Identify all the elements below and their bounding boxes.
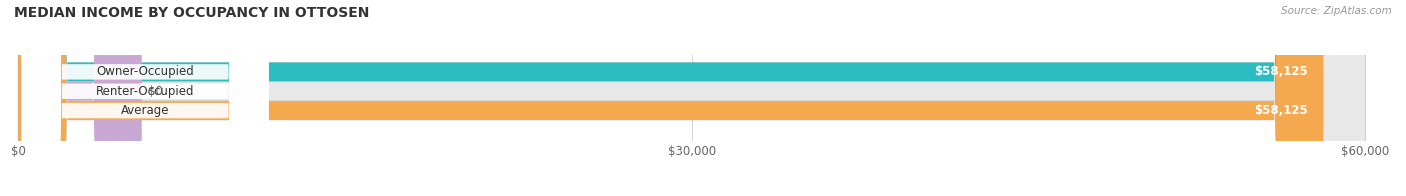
- Text: $0: $0: [149, 85, 163, 98]
- FancyBboxPatch shape: [18, 0, 1365, 196]
- FancyBboxPatch shape: [18, 0, 1323, 196]
- Text: $58,125: $58,125: [1254, 104, 1308, 117]
- FancyBboxPatch shape: [18, 0, 1365, 196]
- Text: Source: ZipAtlas.com: Source: ZipAtlas.com: [1281, 6, 1392, 16]
- Text: Renter-Occupied: Renter-Occupied: [96, 85, 194, 98]
- Text: Average: Average: [121, 104, 169, 117]
- FancyBboxPatch shape: [21, 0, 269, 196]
- FancyBboxPatch shape: [18, 0, 142, 196]
- FancyBboxPatch shape: [18, 0, 1365, 196]
- FancyBboxPatch shape: [21, 0, 269, 196]
- Text: Owner-Occupied: Owner-Occupied: [96, 65, 194, 78]
- FancyBboxPatch shape: [18, 0, 1323, 196]
- Text: MEDIAN INCOME BY OCCUPANCY IN OTTOSEN: MEDIAN INCOME BY OCCUPANCY IN OTTOSEN: [14, 6, 370, 20]
- Text: $58,125: $58,125: [1254, 65, 1308, 78]
- FancyBboxPatch shape: [21, 0, 269, 196]
